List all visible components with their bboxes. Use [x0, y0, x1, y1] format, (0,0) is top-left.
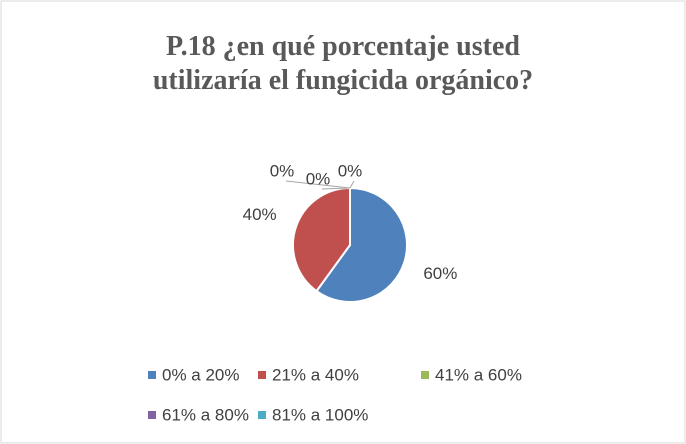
legend-label: 61% a 80% [162, 405, 249, 424]
data-label: 60% [423, 264, 457, 283]
data-label: 0% [338, 161, 363, 180]
legend-label: 81% a 100% [272, 405, 368, 424]
leader-line [321, 187, 351, 190]
legend-label: 21% a 40% [272, 365, 359, 384]
data-label: 0% [270, 161, 295, 180]
legend-swatch [148, 411, 156, 419]
pie-slice [292, 186, 351, 293]
data-label: 0% [306, 169, 331, 188]
data-label: 40% [243, 205, 277, 224]
pie-slice [315, 186, 408, 303]
legend-swatch [258, 371, 266, 379]
legend-swatch [421, 371, 429, 379]
leader-line [349, 180, 355, 189]
legend-swatch [148, 371, 156, 379]
legend-label: 41% a 60% [435, 365, 522, 384]
legend-swatch [258, 411, 266, 419]
chart-title: P.18 ¿en qué porcentaje usted utilizaría… [152, 31, 534, 96]
leader-line [285, 180, 351, 189]
legend-label: 0% a 20% [162, 365, 240, 384]
